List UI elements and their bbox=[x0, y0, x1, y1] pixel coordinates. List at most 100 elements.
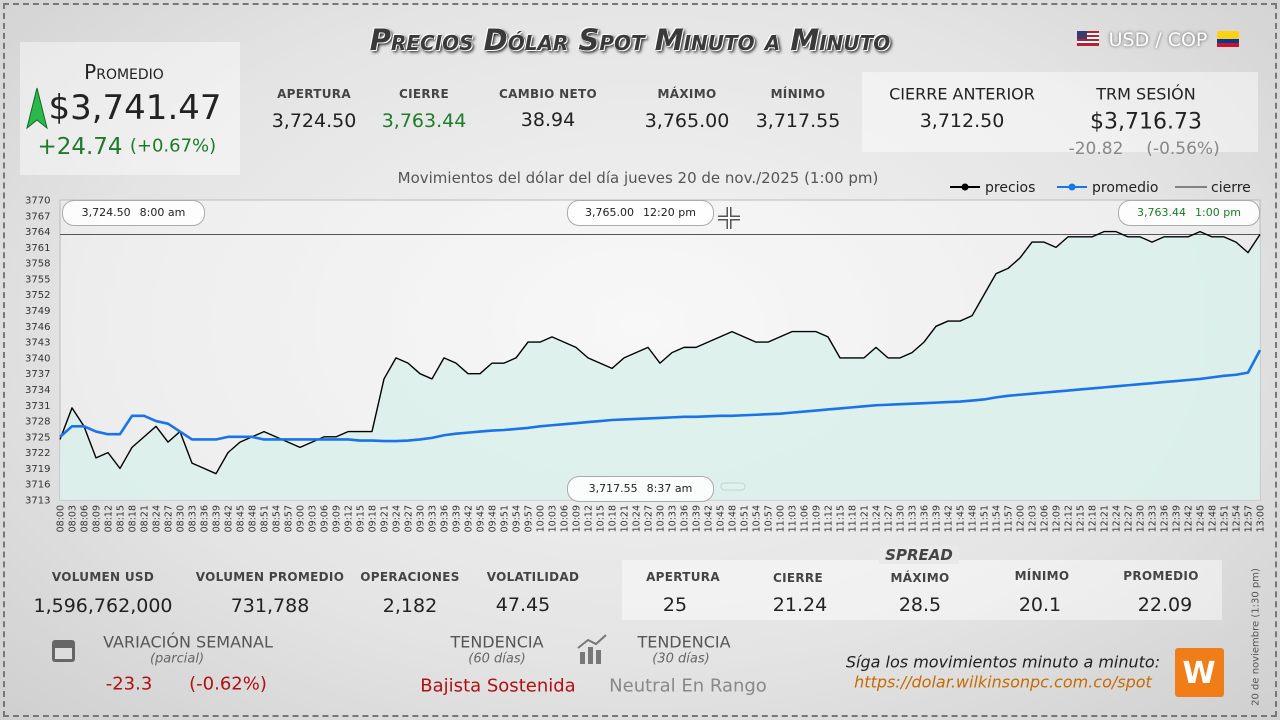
trm-change: -20.82 bbox=[1068, 139, 1124, 159]
trend60-note: (60 días) bbox=[468, 651, 526, 667]
y-tick-label: 3719 bbox=[25, 464, 50, 475]
x-tick-label: 09:24 bbox=[392, 505, 403, 532]
x-tick-label: 10:45 bbox=[716, 505, 727, 532]
x-tick-label: 10:30 bbox=[656, 505, 667, 532]
x-tick-label: 12:39 bbox=[1172, 505, 1183, 532]
x-tick-label: 09:18 bbox=[368, 505, 379, 532]
x-tick-label: 11:27 bbox=[884, 505, 895, 532]
legend-label: cierre bbox=[1211, 180, 1251, 196]
y-tick-label: 3737 bbox=[25, 369, 50, 380]
x-tick-label: 08:33 bbox=[188, 505, 199, 532]
x-tick-label: 09:00 bbox=[296, 505, 307, 532]
y-tick-label: 3746 bbox=[25, 322, 50, 333]
cta: Síga los movimientos minuto a minuto: bbox=[845, 652, 1161, 672]
spread-box bbox=[622, 560, 1222, 620]
x-tick-label: 12:03 bbox=[1028, 505, 1039, 532]
x-tick-label: 12:21 bbox=[1100, 505, 1111, 532]
x-tick-label: 08:39 bbox=[212, 505, 223, 532]
x-tick-label: 08:09 bbox=[92, 505, 103, 532]
x-tick-label: 12:18 bbox=[1088, 505, 1099, 532]
url[interactable]: https://dolar.wilkinsonpc.com.co/spot bbox=[854, 672, 1152, 692]
x-tick-label: 08:18 bbox=[128, 505, 139, 532]
x-tick-label: 08:42 bbox=[224, 505, 235, 532]
volume-value: 47.45 bbox=[495, 594, 551, 616]
x-tick-label: 09:27 bbox=[404, 505, 415, 532]
x-tick-label: 10:06 bbox=[560, 505, 571, 532]
annotation: 3,724.50 8:00 am bbox=[62, 200, 205, 226]
flag-us bbox=[1077, 31, 1099, 46]
volume-label: OPERACIONES bbox=[360, 570, 460, 584]
x-tick-label: 08:54 bbox=[272, 505, 283, 532]
y-tick-label: 3767 bbox=[25, 211, 50, 222]
title: Precios Dólar Spot Minuto a Minuto bbox=[369, 23, 891, 57]
x-tick-label: 12:12 bbox=[1064, 505, 1075, 532]
x-tick-label: 08:06 bbox=[80, 505, 91, 532]
weekly-change-pct: (-0.62%) bbox=[189, 673, 267, 695]
annotation-price: 3,724.50 bbox=[81, 206, 131, 219]
x-tick-label: 11:42 bbox=[944, 505, 955, 532]
y-tick-label: 3758 bbox=[25, 259, 50, 270]
y-tick-label: 3725 bbox=[25, 432, 50, 443]
y-tick-label: 3755 bbox=[25, 274, 50, 285]
x-tick-label: 11:30 bbox=[896, 505, 907, 532]
spread-value: 21.24 bbox=[772, 594, 828, 616]
calendar-icon bbox=[52, 640, 75, 662]
x-tick-label: 09:48 bbox=[488, 505, 499, 532]
x-tick-label: 10:15 bbox=[596, 505, 607, 532]
x-tick-label: 09:39 bbox=[452, 505, 463, 532]
x-tick-label: 08:03 bbox=[68, 505, 79, 532]
x-tick-label: 11:15 bbox=[836, 505, 847, 532]
annotation-price: 3,765.00 bbox=[585, 206, 635, 219]
x-tick-label: 10:42 bbox=[704, 505, 715, 532]
spread-label: CIERRE bbox=[773, 571, 823, 585]
x-tick-label: 11:18 bbox=[848, 505, 859, 532]
annotation-price: 3,717.55 bbox=[588, 482, 638, 495]
x-tick-label: 10:24 bbox=[632, 505, 643, 532]
y-tick-label: 3752 bbox=[25, 290, 50, 301]
y-tick-label: 3743 bbox=[25, 338, 50, 349]
x-tick-label: 08:27 bbox=[164, 505, 175, 532]
x-tick-label: 11:09 bbox=[812, 505, 823, 532]
trend30-value: Neutral En Rango bbox=[609, 675, 767, 697]
x-tick-label: 10:54 bbox=[752, 505, 763, 532]
volume-label: VOLUMEN PROMEDIO bbox=[195, 570, 345, 584]
timestamp: 20 de noviembre (1:30 pm) bbox=[1250, 568, 1262, 706]
volume-label: VOLUMEN USD bbox=[51, 570, 155, 584]
annotation-time: 1:00 pm bbox=[1195, 206, 1241, 219]
x-tick-label: 10:36 bbox=[680, 505, 691, 532]
x-tick-label: 09:36 bbox=[440, 505, 451, 532]
x-tick-label: 11:48 bbox=[968, 505, 979, 532]
summary-label: MÁXIMO bbox=[657, 87, 717, 101]
annotation: 3,763.44 1:00 pm bbox=[1118, 200, 1260, 226]
summary-value: 3,724.50 bbox=[271, 110, 357, 132]
x-tick-label: 09:12 bbox=[344, 505, 355, 532]
summary-value: 3,765.00 bbox=[644, 110, 730, 132]
x-tick-label: 10:39 bbox=[692, 505, 703, 532]
spread-value: 20.1 bbox=[1018, 594, 1062, 616]
trend30-label: TENDENCIA bbox=[637, 632, 731, 652]
promedio-change: +24.74 bbox=[37, 134, 123, 160]
x-tick-label: 12:00 bbox=[1016, 505, 1027, 532]
logo: W bbox=[1175, 648, 1224, 697]
flag-co bbox=[1217, 31, 1239, 47]
chart-subtitle: Movimientos del dólar del día jueves 20 … bbox=[397, 169, 879, 187]
x-tick-label: 10:18 bbox=[608, 505, 619, 532]
series-line bbox=[59, 349, 1262, 443]
volume-value: 731,788 bbox=[230, 595, 310, 617]
x-tick-label: 10:12 bbox=[584, 505, 595, 532]
legend-label: promedio bbox=[1092, 180, 1159, 196]
summary-value: 38.94 bbox=[520, 109, 576, 131]
x-tick-label: 11:36 bbox=[920, 505, 931, 532]
weekly-note: (parcial) bbox=[149, 651, 205, 667]
annotation-time: 8:00 am bbox=[139, 206, 186, 219]
annotation-time: 8:37 am bbox=[646, 482, 693, 495]
x-tick-label: 08:24 bbox=[152, 505, 163, 532]
x-tick-label: 12:54 bbox=[1232, 505, 1243, 532]
annotation-time: 12:20 pm bbox=[643, 206, 696, 219]
frame bbox=[3, 3, 1277, 717]
pair: USD / COP bbox=[1108, 29, 1208, 51]
spread-label: MÍNIMO bbox=[1014, 569, 1070, 583]
trm-value: $3,716.73 bbox=[1090, 109, 1202, 135]
summary-label: CIERRE bbox=[399, 87, 449, 101]
summary-label: APERTURA bbox=[277, 87, 351, 101]
